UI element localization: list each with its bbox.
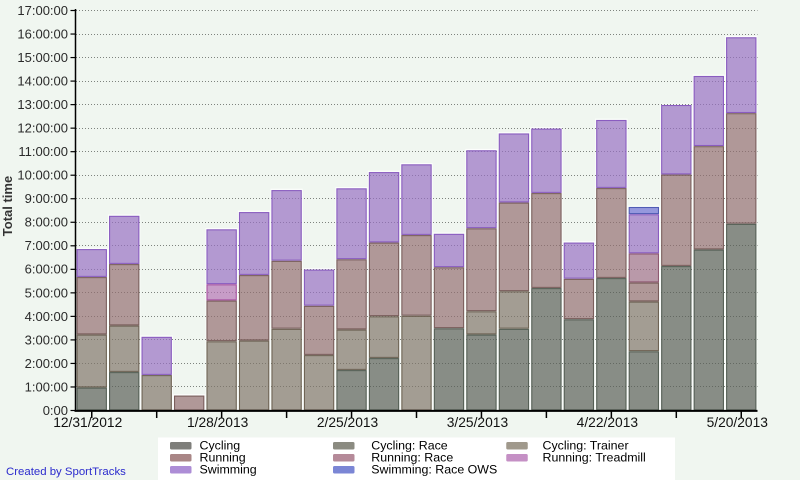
svg-text:13:00:00: 13:00:00 [17,97,68,112]
svg-text:3:00:00: 3:00:00 [25,332,68,347]
svg-text:9:00:00: 9:00:00 [25,191,68,206]
svg-text:Running: Treadmill: Running: Treadmill [543,451,646,465]
svg-text:17:00:00: 17:00:00 [17,3,68,18]
svg-text:11:00:00: 11:00:00 [18,144,68,159]
svg-text:Created by SportTracks: Created by SportTracks [6,466,126,478]
svg-text:1/28/2013: 1/28/2013 [187,415,249,430]
svg-text:14:00:00: 14:00:00 [17,73,68,88]
svg-text:16:00:00: 16:00:00 [17,26,68,41]
svg-text:5:00:00: 5:00:00 [25,285,68,300]
svg-text:10:00:00: 10:00:00 [17,168,68,183]
svg-text:Cycling: Race: Cycling: Race [371,439,448,453]
svg-text:12:00:00: 12:00:00 [17,121,68,136]
svg-text:Total time: Total time [0,176,15,236]
svg-text:Swimming: Swimming [200,463,257,477]
svg-text:4/22/2013: 4/22/2013 [577,415,639,430]
svg-text:1:00:00: 1:00:00 [25,379,68,394]
svg-text:Cycling: Cycling [200,439,241,453]
svg-text:15:00:00: 15:00:00 [17,50,68,65]
svg-text:Swimming: Race OWS: Swimming: Race OWS [371,463,497,477]
svg-text:2/25/2013: 2/25/2013 [317,415,379,430]
svg-text:4:00:00: 4:00:00 [25,309,68,324]
svg-text:Running: Running [200,451,246,465]
svg-text:2:00:00: 2:00:00 [25,356,68,371]
svg-text:7:00:00: 7:00:00 [25,238,68,253]
svg-text:6:00:00: 6:00:00 [25,262,68,277]
svg-text:3/25/2013: 3/25/2013 [447,415,509,430]
svg-text:8:00:00: 8:00:00 [25,215,68,230]
svg-text:5/20/2013: 5/20/2013 [707,415,769,430]
svg-text:Running: Race: Running: Race [371,451,453,465]
svg-text:0:00: 0:00 [43,403,68,418]
svg-text:Cycling: Trainer: Cycling: Trainer [543,439,629,453]
svg-text:12/31/2012: 12/31/2012 [53,415,122,430]
